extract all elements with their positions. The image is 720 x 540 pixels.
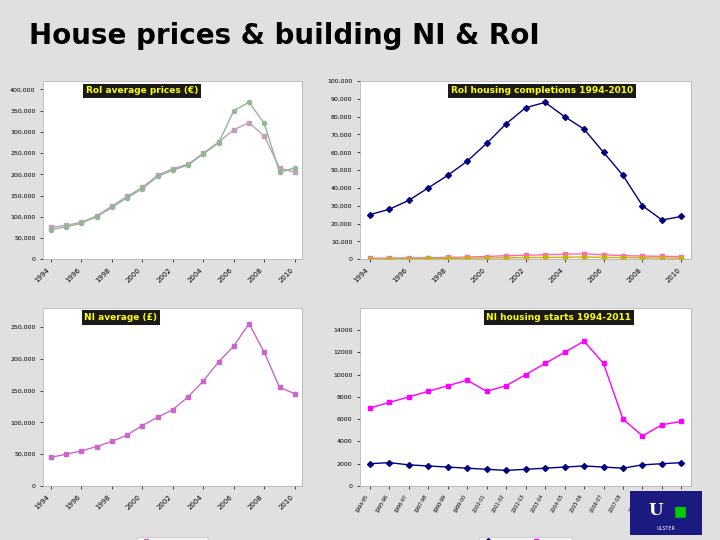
Legend: NI house prices: NI house prices [138,537,208,540]
Text: RoI average prices (€): RoI average prices (€) [86,86,198,96]
Legend: private, voluntary non-profit, local authority: private, voluntary non-profit, local aut… [419,310,632,320]
Text: U: U [648,502,662,519]
Text: RoI housing completions 1994-2010: RoI housing completions 1994-2010 [451,86,633,96]
Legend: New house prices, Second hand house prices: New house prices, Second hand house pric… [77,310,269,320]
Text: NI housing starts 1994-2011: NI housing starts 1994-2011 [486,313,631,322]
Text: ULSTER: ULSTER [657,525,675,531]
Legend: Social, Private: Social, Private [479,537,572,540]
Text: NI average (£): NI average (£) [84,313,158,322]
Text: House prices & building NI & RoI: House prices & building NI & RoI [29,22,539,50]
Text: ■: ■ [674,504,687,518]
